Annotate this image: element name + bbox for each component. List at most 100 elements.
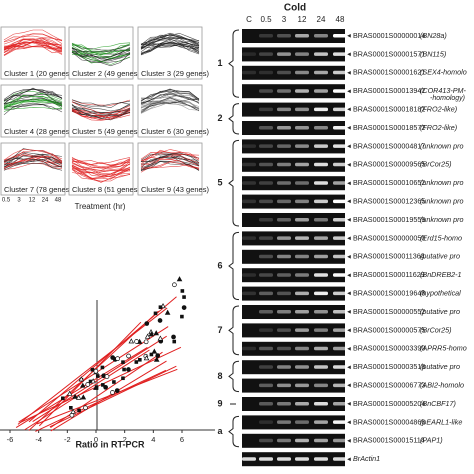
cluster-trace [71,51,131,60]
point [144,321,150,326]
point [103,384,108,390]
fit-line [49,365,177,428]
cluster-label: Cluster 4 (28 genes) [4,127,72,136]
gel-band [333,107,347,112]
gel-band [259,310,273,314]
group-bracket [228,360,240,393]
point [143,339,149,345]
cluster-trace [3,97,63,105]
group-label: 9 [217,398,222,408]
gel-band [333,365,347,369]
gene-id: BRAS0001S00000575 [353,325,425,334]
cluster-trace [71,47,131,53]
gel-arrow: ◄ [346,162,352,168]
gel-band [333,383,347,388]
group-label: 6 [217,260,222,270]
gel-band [314,457,328,461]
gel-lane [242,249,345,264]
cluster-label: Cluster 7 (78 genes) [4,185,72,194]
gel-band [333,218,347,222]
gene-id: BrActin1 [353,454,380,463]
gel-lane [242,415,345,430]
point [100,365,105,370]
gel-band [259,254,273,259]
point [85,382,91,387]
gel-lane [242,341,345,356]
gel-band [333,254,347,259]
point [75,394,82,400]
point [143,355,150,361]
point [134,339,139,344]
cluster-x-tick: 24 [42,198,49,204]
point [134,360,139,364]
gene-id: BRAS0001S00019648 [353,289,425,298]
point [78,376,85,382]
point [138,357,142,362]
gel-band [242,162,256,167]
gene-note: (FRO2-like) [420,123,457,132]
point [181,305,187,310]
gene-id: BRAS0001S00001571 [353,49,425,58]
gel-arrow: ◄ [346,328,352,334]
gene-id: BRAS0001S00018182 [353,105,425,114]
gel-lane [242,286,345,301]
cluster-trace [140,94,200,106]
point [157,318,163,323]
gel-band [277,181,291,185]
group-label: 1 [217,58,222,68]
gel-band [242,181,256,185]
gene-id: BRAS0001S00004866 [353,417,425,426]
gel-lane [242,121,345,135]
gel-band [314,218,328,222]
cluster-panel [0,26,66,80]
point [153,356,160,362]
gel-band [314,365,328,369]
gel-band [295,457,309,461]
gel-band [333,199,347,204]
point [153,311,158,316]
gene-note: (FRO2-like) [420,105,457,114]
gel-lane [242,452,345,467]
group-bracket [228,415,240,448]
gel-band [277,273,291,277]
gel-band [295,254,309,259]
cluster-trace [71,167,131,180]
cluster-x-tick: 0.5 [2,198,11,204]
gel-band [277,162,291,167]
cluster-trace [71,164,131,178]
gene-note: (APRR5-homo [420,344,467,353]
gel-band [277,89,291,93]
cluster-trace [71,162,131,169]
cluster-trace [3,162,63,171]
gene-id: BRAS0001S00000050 [353,233,425,242]
gel-band [277,438,291,443]
gel-lane [242,231,345,246]
cluster-trace [3,158,63,169]
gel-column: 48 [336,15,345,24]
gel-band [259,457,273,461]
cluster-trace [140,156,200,171]
point [126,367,131,372]
gel-arrow: ◄ [346,52,352,58]
gene-id: BRAS0001S00003518 [353,362,425,371]
gene-id: BRAS0001S00009565 [353,160,425,169]
cluster-trace [3,33,63,42]
gel-lane [242,268,345,283]
gene-note: (BN115) [420,49,446,58]
gel-band [259,383,273,388]
gene-id: BRAS0001S00006773 [353,381,425,390]
gel-column: 12 [298,15,307,24]
gene-note: (PAP1) [420,436,443,445]
gene-id: BRAS0001S00000552 [353,307,425,316]
gene-note: (BrCor25) [420,160,452,169]
cluster-trace [140,94,200,104]
cluster-trace [140,44,200,55]
point [155,353,161,358]
gel-arrow: ◄ [346,70,352,76]
gene-note: (putative pro [420,252,460,261]
gel-band [259,218,273,222]
cluster-trace [3,41,63,49]
cluster-trace [140,100,200,110]
x-tick-label: -2 [64,435,71,444]
fit-line [17,307,168,425]
